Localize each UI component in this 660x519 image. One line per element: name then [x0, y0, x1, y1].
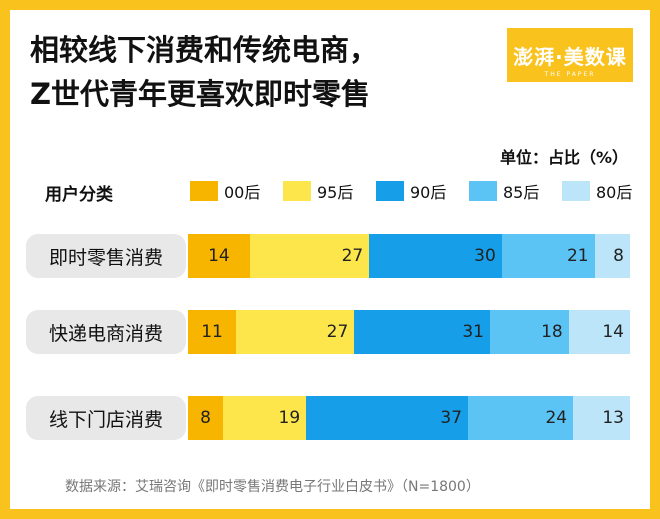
data-label: 24: [545, 408, 568, 428]
data-label: 14: [602, 322, 624, 342]
bar-segment: 27: [236, 310, 355, 354]
bar-segment: 18: [489, 310, 569, 354]
bar-segment: 19: [223, 396, 307, 440]
bar-segment: 8: [594, 234, 630, 278]
data-label: 11: [201, 322, 223, 342]
legend-swatch: [190, 181, 218, 201]
bar-segment: 14: [188, 234, 250, 278]
legend-item: 90后: [376, 180, 446, 202]
source-note: 数据来源：艾瑞咨询《即时零售消费电子行业白皮书》（N=1800）: [65, 479, 480, 495]
category-label: 线下门店消费: [26, 396, 186, 440]
chart-title-line-1: 相较线下消费和传统电商，: [30, 33, 379, 67]
legend-item: 00后: [190, 180, 260, 202]
bar-segment: 13: [573, 396, 630, 440]
brand-logo-subtext: THE PAPER: [544, 71, 596, 78]
data-label: 37: [440, 408, 463, 428]
legend-label: 90后: [410, 183, 447, 202]
brand-logo-text: 澎湃·美数课: [513, 44, 627, 69]
data-label: 13: [602, 408, 624, 428]
bar-segment: 30: [369, 234, 502, 278]
data-label: 21: [566, 246, 589, 266]
data-label: 30: [474, 246, 496, 266]
legend-label: 00后: [224, 183, 261, 202]
bar-segment: 37: [306, 396, 469, 440]
legend-item: 85后: [469, 180, 539, 202]
data-label: 8: [200, 408, 211, 428]
legend-swatch: [376, 181, 404, 201]
category-label: 即时零售消费: [26, 234, 186, 278]
bar-segment: 31: [354, 310, 490, 354]
chart-title-line-2: Z世代青年更喜欢即时零售: [30, 77, 371, 111]
legend-item: 95后: [283, 180, 353, 202]
legend-swatch: [562, 181, 590, 201]
data-label: 18: [541, 322, 563, 342]
unit-label: 单位：占比（%）: [499, 148, 628, 167]
data-label: 8: [613, 246, 624, 266]
legend-title: 用户分类: [45, 185, 113, 205]
brand-logo: 澎湃·美数课 THE PAPER: [507, 28, 633, 82]
chart-card: 相较线下消费和传统电商， Z世代青年更喜欢即时零售 澎湃·美数课 THE PAP…: [10, 10, 650, 509]
data-label: 14: [208, 246, 230, 266]
legend-label: 95后: [317, 183, 354, 202]
legend-label: 85后: [503, 183, 540, 202]
category-label: 快递电商消费: [26, 310, 186, 354]
legend-swatch: [469, 181, 497, 201]
data-label: 19: [278, 408, 301, 428]
data-label: 27: [326, 322, 349, 342]
data-label: 27: [341, 246, 364, 266]
legend-item: 80后: [562, 180, 632, 202]
legend-label: 80后: [596, 183, 633, 202]
bar-segment: 8: [188, 396, 223, 440]
legend-swatch: [283, 181, 311, 201]
bar-segment: 11: [188, 310, 237, 354]
bar-segment: 21: [501, 234, 595, 278]
data-label: 31: [462, 322, 484, 342]
bar-segment: 24: [468, 396, 574, 440]
bar-segment: 14: [568, 310, 630, 354]
bar-segment: 27: [249, 234, 370, 278]
